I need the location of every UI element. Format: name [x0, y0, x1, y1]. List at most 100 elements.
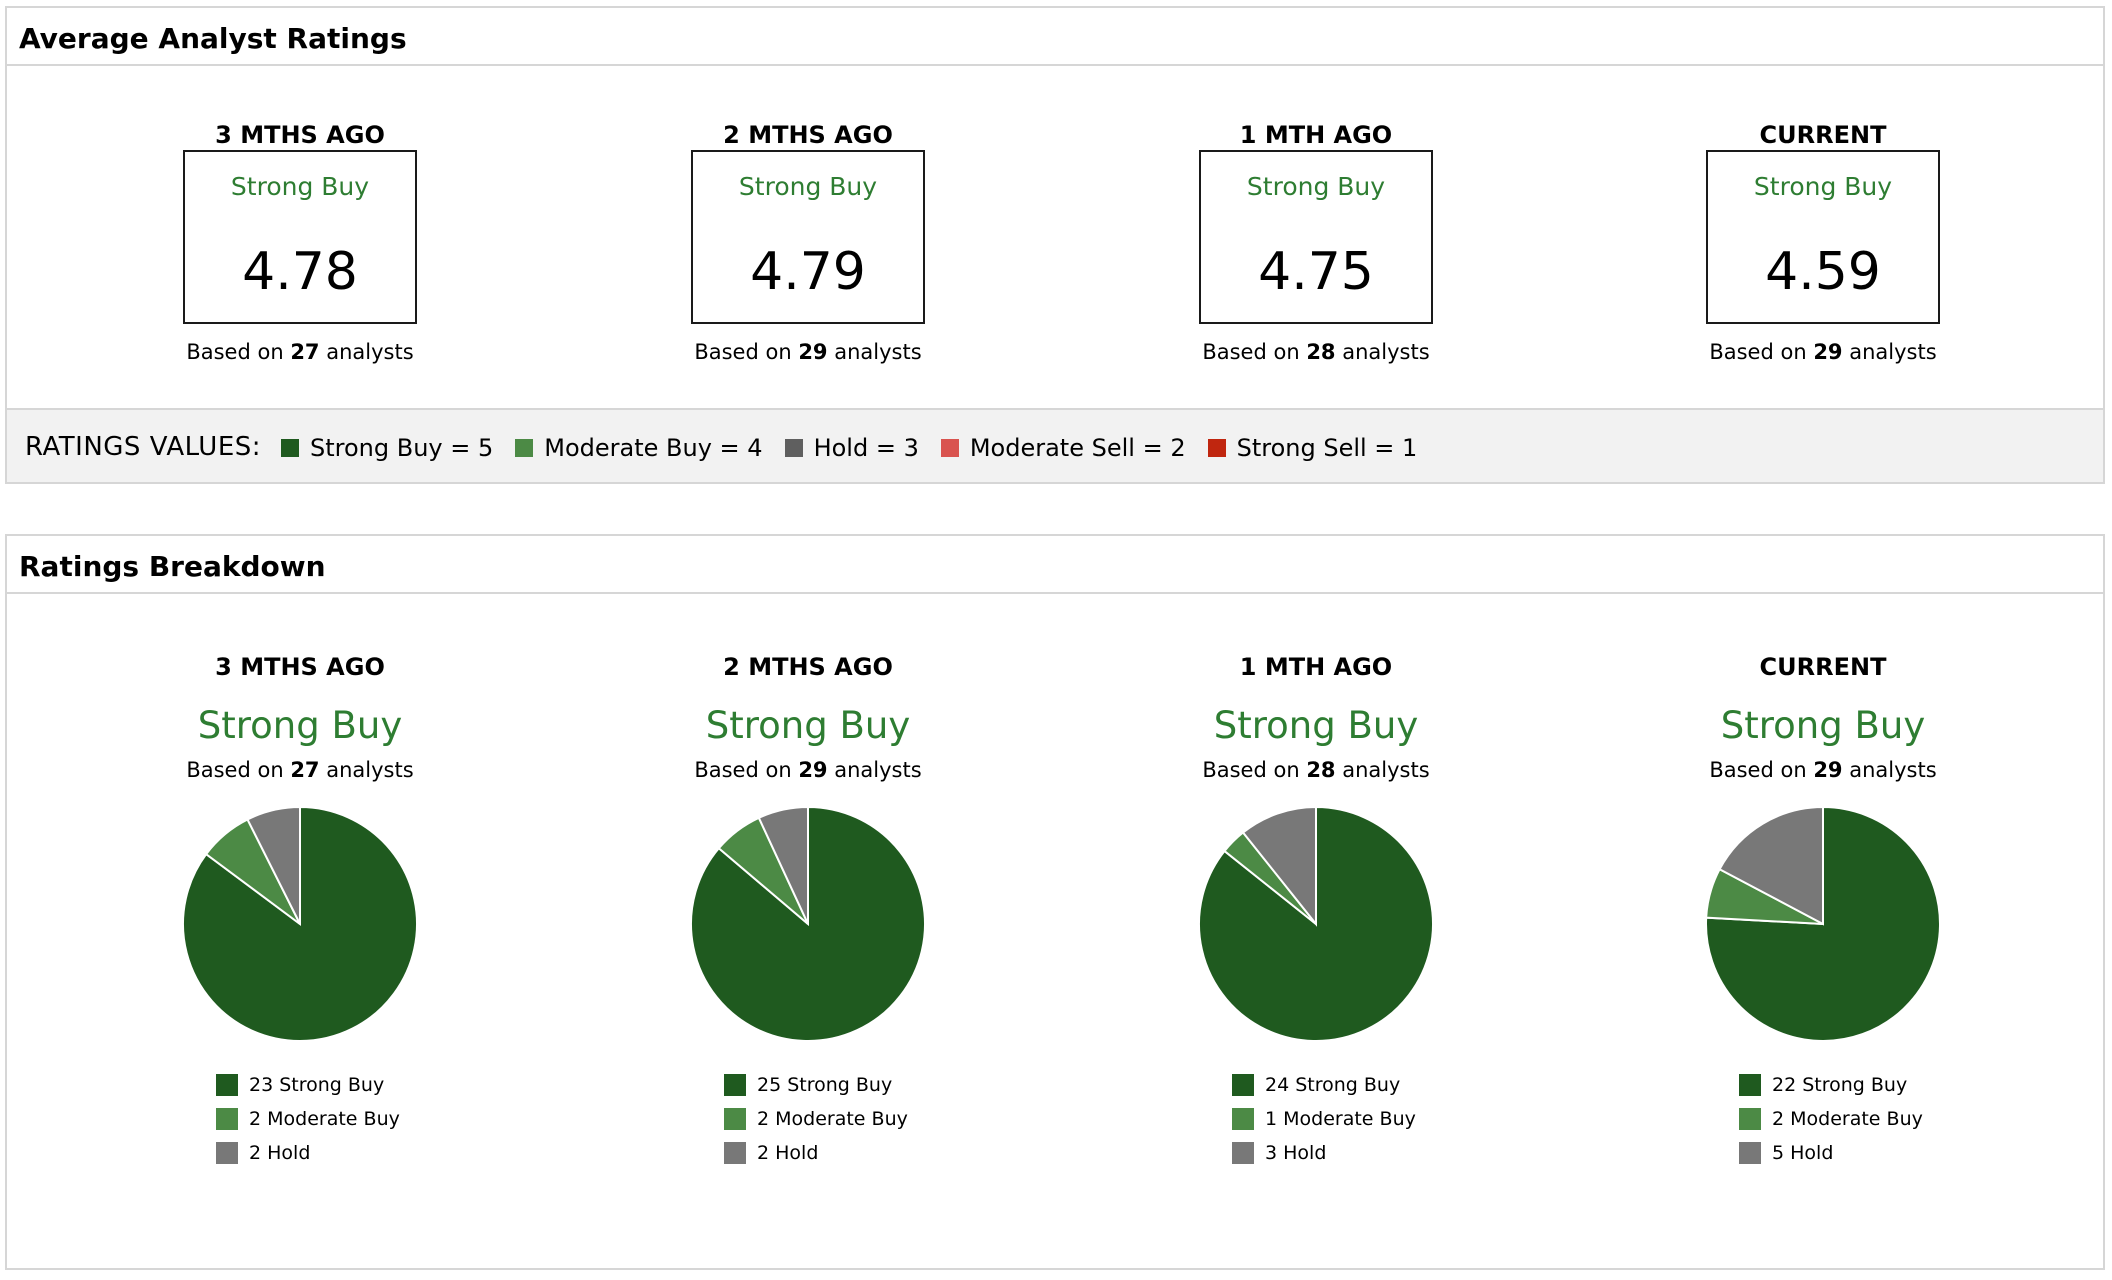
strong-sell-swatch [1207, 439, 1226, 457]
period-label: CURRENT [1759, 653, 1887, 681]
rating-box: Strong Buy 4.75 [1199, 150, 1433, 324]
pie-legend-item: 24 Strong Buy [1232, 1068, 1416, 1102]
rating-score: 4.59 [1765, 242, 1881, 302]
strong-buy-swatch [281, 439, 299, 457]
legend-swatch [216, 1142, 238, 1164]
pie-legend-item: 2 Hold [216, 1136, 400, 1170]
legend-label: 24 Strong Buy [1265, 1074, 1401, 1096]
breakdown-period-current: CURRENT Strong Buy Based on 29 analysts … [1569, 652, 2077, 1164]
legend-item-strong-buy: Strong Buy = 5 [281, 434, 493, 462]
pie-legend-item: 2 Moderate Buy [216, 1102, 400, 1136]
pie-legend-item: 25 Strong Buy [724, 1068, 908, 1102]
average-period-current: CURRENT Strong Buy 4.59 Based on 29 anal… [1569, 120, 2077, 368]
rating-label: Strong Buy [230, 172, 370, 201]
period-label: 2 MTHS AGO [723, 121, 893, 149]
ratings-values-items: Strong Buy = 5 Moderate Buy = 4 Hold = 3… [281, 434, 1417, 462]
legend-label: 3 Hold [1265, 1142, 1327, 1164]
pie-slice-hold [1718, 805, 1824, 926]
ratings-breakdown-panel: Ratings Breakdown 3 MTHS AGO Strong Buy … [5, 534, 2105, 1270]
pie-slice-strong-buy [1705, 805, 1941, 1042]
legend-label: 22 Strong Buy [1772, 1074, 1908, 1096]
analyst-count: Based on 27 analysts [186, 758, 414, 782]
ratings-pie-chart [690, 805, 926, 1042]
legend-label: 23 Strong Buy [249, 1074, 385, 1096]
moderate-buy-swatch [515, 439, 534, 457]
breakdown-period-3-months-ago: 3 MTHS AGO Strong Buy Based on 27 analys… [46, 652, 554, 1164]
legend-label: 2 Moderate Buy [757, 1108, 908, 1130]
rating-score: 4.79 [750, 242, 866, 302]
rating-label: Strong Buy [738, 172, 878, 201]
moderate-sell-swatch [940, 439, 959, 457]
period-label: CURRENT [1759, 121, 1887, 149]
legend-swatch [216, 1074, 238, 1096]
ratings-pie-chart [182, 805, 418, 1042]
pie-legend-item: 3 Hold [1232, 1136, 1416, 1170]
legend-item-moderate-sell: Moderate Sell = 2 [940, 434, 1186, 462]
breakdown-period-1-month-ago: 1 MTH AGO Strong Buy Based on 28 analyst… [1062, 652, 1570, 1164]
ratings-pie-chart [1705, 805, 1941, 1042]
rating-score: 4.78 [242, 242, 358, 302]
legend-swatch [724, 1074, 746, 1096]
legend-item-strong-sell: Strong Sell = 1 [1207, 434, 1417, 462]
legend-label: 2 Hold [757, 1142, 819, 1164]
pie-slice-hold [246, 805, 301, 925]
legend-swatch [1232, 1074, 1254, 1096]
hold-swatch [784, 439, 803, 457]
rating-box: Strong Buy 4.79 [691, 150, 925, 324]
analyst-count: Based on 27 analysts [186, 340, 414, 364]
average-period-2-months-ago: 2 MTHS AGO Strong Buy 4.79 Based on 29 a… [554, 120, 1062, 368]
legend-label: 25 Strong Buy [757, 1074, 893, 1096]
legend-item-hold: Hold = 3 [784, 434, 919, 462]
legend-label: 1 Moderate Buy [1265, 1108, 1416, 1130]
ratings-breakdown-title: Ratings Breakdown [19, 550, 326, 583]
ratings-breakdown-header: Ratings Breakdown [7, 536, 2103, 594]
legend-swatch [1232, 1108, 1254, 1130]
rating-box: Strong Buy 4.78 [183, 150, 417, 324]
analyst-count: Based on 29 analysts [1709, 758, 1937, 782]
legend-label: 2 Hold [249, 1142, 311, 1164]
average-ratings-header: Average Analyst Ratings [7, 8, 2103, 66]
analyst-count: Based on 29 analysts [1709, 340, 1937, 364]
pie-legend-item: 2 Moderate Buy [724, 1102, 908, 1136]
pie-legend-item: 2 Hold [724, 1136, 908, 1170]
pie-slice-hold [757, 805, 809, 925]
legend-swatch [1232, 1142, 1254, 1164]
rating-label: Strong Buy [1720, 704, 1926, 747]
average-ratings-panel: Average Analyst Ratings 3 MTHS AGO Stron… [5, 6, 2105, 484]
legend-swatch [1739, 1108, 1761, 1130]
pie-legend: 25 Strong Buy 2 Moderate Buy 2 Hold [724, 1068, 908, 1170]
rating-label: Strong Buy [705, 704, 911, 747]
pie-legend: 24 Strong Buy 1 Moderate Buy 3 Hold [1232, 1068, 1416, 1170]
legend-label: 2 Moderate Buy [1772, 1108, 1923, 1130]
legend-label: 2 Moderate Buy [249, 1108, 400, 1130]
rating-box: Strong Buy 4.59 [1706, 150, 1940, 324]
pie-legend: 23 Strong Buy 2 Moderate Buy 2 Hold [216, 1068, 400, 1170]
period-label: 3 MTHS AGO [215, 121, 385, 149]
rating-label: Strong Buy [197, 704, 403, 747]
average-period-1-month-ago: 1 MTH AGO Strong Buy 4.75 Based on 28 an… [1062, 120, 1570, 368]
pie-slice-hold [1241, 805, 1317, 927]
pie-legend: 22 Strong Buy 2 Moderate Buy 5 Hold [1739, 1068, 1923, 1170]
rating-label: Strong Buy [1213, 704, 1419, 747]
legend-swatch [1739, 1142, 1761, 1164]
rating-label: Strong Buy [1246, 172, 1386, 201]
legend-item-moderate-buy: Moderate Buy = 4 [515, 434, 763, 462]
period-label: 2 MTHS AGO [723, 653, 893, 681]
pie-legend-item: 1 Moderate Buy [1232, 1102, 1416, 1136]
legend-swatch [724, 1108, 746, 1130]
period-label: 1 MTH AGO [1239, 653, 1393, 681]
analyst-count: Based on 28 analysts [1202, 758, 1430, 782]
analyst-count: Based on 28 analysts [1202, 340, 1430, 364]
legend-swatch [724, 1142, 746, 1164]
rating-label: Strong Buy [1753, 172, 1893, 201]
period-label: 3 MTHS AGO [215, 653, 385, 681]
legend-label: 5 Hold [1772, 1142, 1834, 1164]
ratings-values-legend: RATINGS VALUES: Strong Buy = 5 Moderate … [7, 408, 2103, 482]
pie-legend-item: 2 Moderate Buy [1739, 1102, 1923, 1136]
breakdown-period-2-months-ago: 2 MTHS AGO Strong Buy Based on 29 analys… [554, 652, 1062, 1164]
period-label: 1 MTH AGO [1239, 121, 1393, 149]
pie-legend-item: 23 Strong Buy [216, 1068, 400, 1102]
analyst-count: Based on 29 analysts [694, 340, 922, 364]
rating-score: 4.75 [1258, 242, 1374, 302]
average-period-3-months-ago: 3 MTHS AGO Strong Buy 4.78 Based on 27 a… [46, 120, 554, 368]
